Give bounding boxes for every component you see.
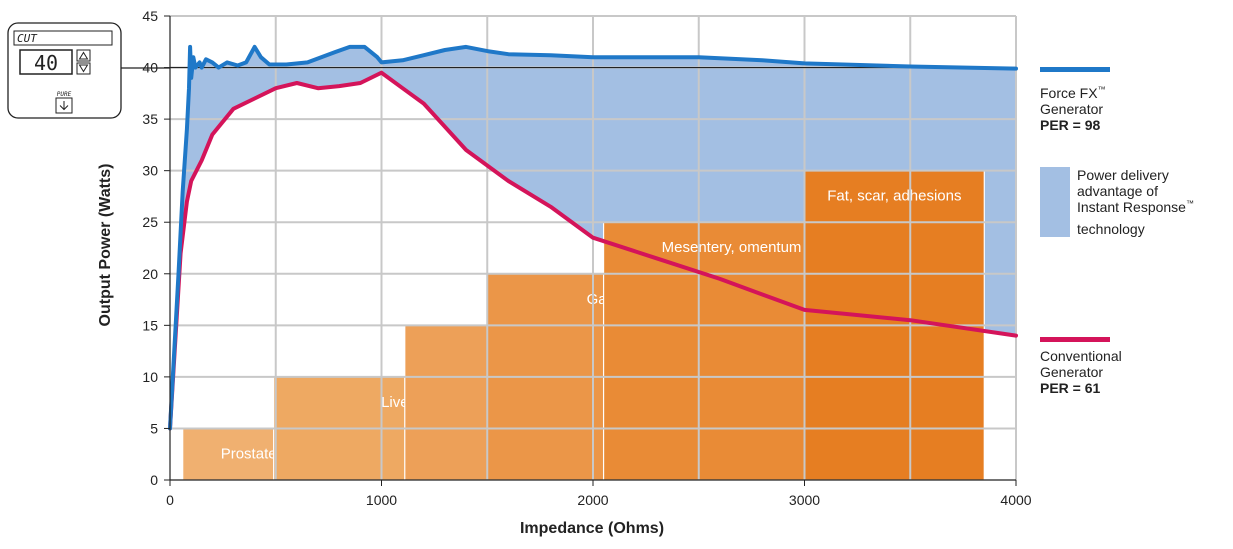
x-tick-label-3: 3000	[789, 492, 820, 508]
mode-display	[13, 30, 113, 46]
y-tick-label-0: 0	[150, 472, 158, 488]
y-tick-label-7: 35	[142, 111, 158, 127]
x-axis-title: Impedance (Ohms)	[520, 520, 664, 537]
mode-label: CUT	[17, 32, 38, 45]
x-tick-label-4: 4000	[1000, 492, 1031, 508]
axes	[164, 15, 1017, 486]
legend-swatch-conventional	[1040, 337, 1110, 342]
series-line-force-fx	[168, 44, 1018, 431]
triangle-up-icon	[78, 51, 89, 60]
legend-advantage-line3: Instant Response™	[1077, 199, 1194, 215]
y-tick-label-2: 10	[142, 369, 158, 385]
arrow-down-icon	[59, 101, 69, 111]
legend-swatch-force-fx	[1040, 67, 1110, 72]
power-value: 40	[34, 51, 58, 75]
legend-force-fx-name: Force FX™	[1040, 85, 1106, 101]
x-tick-label-0: 0	[166, 492, 174, 508]
control-panel: CUT 40 PURE	[7, 22, 170, 119]
grid	[170, 15, 1017, 480]
legend-conventional-generator: Generator	[1040, 364, 1103, 380]
legend-conventional-per: PER = 61	[1040, 380, 1101, 396]
y-tick-label-4: 20	[142, 266, 158, 282]
series-lines	[168, 44, 1018, 431]
legend-force-fx-generator: Generator	[1040, 101, 1103, 117]
legend-advantage-line2: advantage of	[1077, 183, 1158, 199]
y-axis-title: Output Power (Watts)	[97, 164, 114, 327]
y-tick-label-3: 15	[142, 317, 158, 333]
legend-swatch-advantage	[1040, 167, 1070, 237]
tissue-region-label-4: Mesentery, omentum	[662, 239, 802, 256]
legend: Force FX™ Generator PER = 98 Power deliv…	[1040, 67, 1194, 396]
increase-button[interactable]	[76, 49, 91, 62]
tissue-region-label-5: Fat, scar, adhesions	[827, 188, 961, 205]
legend-force-fx-per: PER = 98	[1040, 117, 1101, 133]
y-tick-label-1: 5	[150, 420, 158, 436]
y-tick-label-9: 45	[142, 8, 158, 24]
y-tick-label-5: 25	[142, 214, 158, 230]
x-tick-label-1: 1000	[366, 492, 397, 508]
pure-label: PURE	[57, 91, 72, 98]
x-tick-label-2: 2000	[577, 492, 608, 508]
legend-conventional-name: Conventional	[1040, 348, 1122, 364]
y-tick-label-6: 30	[142, 163, 158, 179]
series-line-conventional	[168, 70, 1018, 431]
legend-advantage-line1: Power delivery	[1077, 167, 1169, 183]
decrease-button[interactable]	[76, 62, 91, 75]
power-display	[19, 49, 73, 75]
legend-advantage-line4: technology	[1077, 221, 1145, 237]
triangle-down-icon	[78, 64, 89, 73]
